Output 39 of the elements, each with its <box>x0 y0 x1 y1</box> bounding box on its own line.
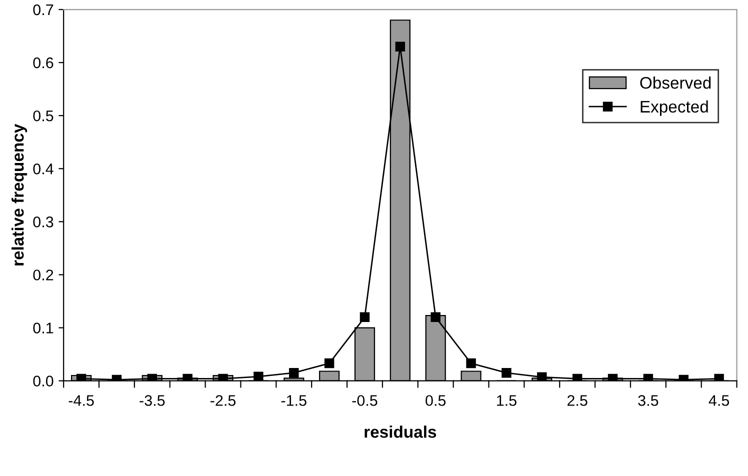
legend-label: Observed <box>640 76 711 89</box>
y-tick-label: 0.1 <box>33 322 54 334</box>
point <box>430 312 440 322</box>
y-tick-label: 0.4 <box>33 164 54 174</box>
y-tick-label: 0.3 <box>33 216 54 228</box>
point <box>76 374 86 381</box>
point <box>360 312 370 322</box>
x-tick-label: 2.5 <box>567 395 588 406</box>
point <box>254 372 264 381</box>
point <box>537 372 547 381</box>
point <box>502 368 512 378</box>
point <box>147 374 158 381</box>
point <box>466 358 476 368</box>
x-tick-label: -4.5 <box>68 395 94 406</box>
x-tick-label: 0.5 <box>426 395 446 406</box>
x-tick-label: -2.5 <box>210 395 236 406</box>
x-tick-label: 3.5 <box>638 395 658 406</box>
point <box>395 42 406 52</box>
point <box>182 374 192 381</box>
y-tick-label: 0.0 <box>33 376 54 386</box>
point <box>643 374 654 381</box>
legend-label: Expected <box>640 100 708 116</box>
x-tick-label: 1.5 <box>497 395 516 406</box>
y-tick-label: 0.2 <box>33 270 54 280</box>
x-tick-label: -3.5 <box>140 395 165 406</box>
point <box>289 368 299 378</box>
point <box>608 374 618 381</box>
x-tick-label: -0.5 <box>352 395 378 406</box>
point <box>714 374 724 381</box>
y-axis-title: relative frequency <box>12 124 28 266</box>
x-tick-label: 4.5 <box>708 395 730 406</box>
x-axis-title: residuals <box>364 426 436 438</box>
point <box>324 358 334 368</box>
point <box>218 374 228 381</box>
point <box>572 374 582 381</box>
x-tick-label: -1.5 <box>281 395 306 406</box>
y-tick-label: 0.7 <box>33 4 54 16</box>
y-tick-label: 0.5 <box>33 110 54 122</box>
y-tick-label: 0.6 <box>33 57 54 68</box>
